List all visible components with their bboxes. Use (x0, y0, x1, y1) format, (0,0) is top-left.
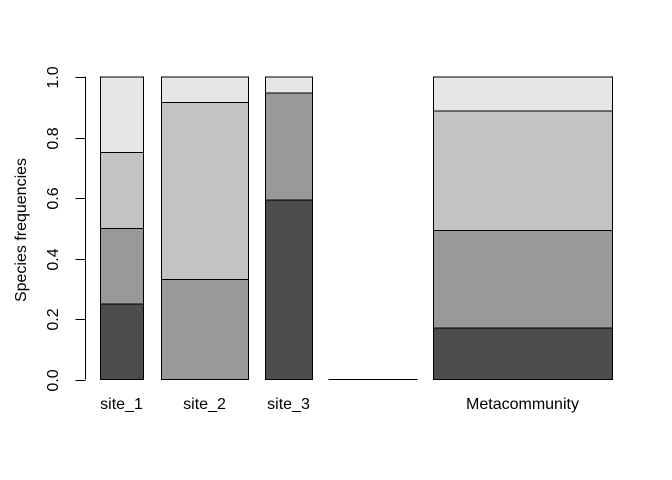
bar-segment-species-3 (433, 110, 613, 231)
bar-segment-species-2 (265, 92, 313, 201)
bar-segment-species-1 (100, 303, 144, 380)
bar-segment-species-1 (265, 199, 313, 380)
bar-segment-species-2 (161, 279, 249, 380)
x-category-label: site_2 (183, 396, 226, 413)
y-tick-label: 0.2 (45, 308, 62, 330)
y-tick-label: 0.6 (45, 187, 62, 209)
y-tick-label: 0.4 (45, 248, 62, 270)
bar-segment-species-4 (265, 76, 313, 94)
x-category-label: Metacommunity (466, 396, 579, 413)
bar-segment-species-3 (100, 152, 144, 229)
bar-segment-species-2 (100, 227, 144, 305)
x-category-label: site_1 (100, 396, 143, 413)
x-category-label: site_3 (267, 396, 310, 413)
bar-segment-species-4 (433, 76, 613, 112)
bar-segment-species-4 (161, 76, 249, 104)
bar-segment-species-1 (433, 327, 613, 381)
y-axis-title: Species frequencies (13, 158, 30, 302)
bar-segment-species-3 (161, 102, 249, 281)
bar-segment-species-2 (433, 229, 613, 329)
y-tick-label: 0.8 (45, 127, 62, 149)
y-tick-label: 0.0 (45, 369, 62, 391)
y-tick-label: 1.0 (45, 66, 62, 88)
bar-segment-species-4 (100, 76, 144, 154)
